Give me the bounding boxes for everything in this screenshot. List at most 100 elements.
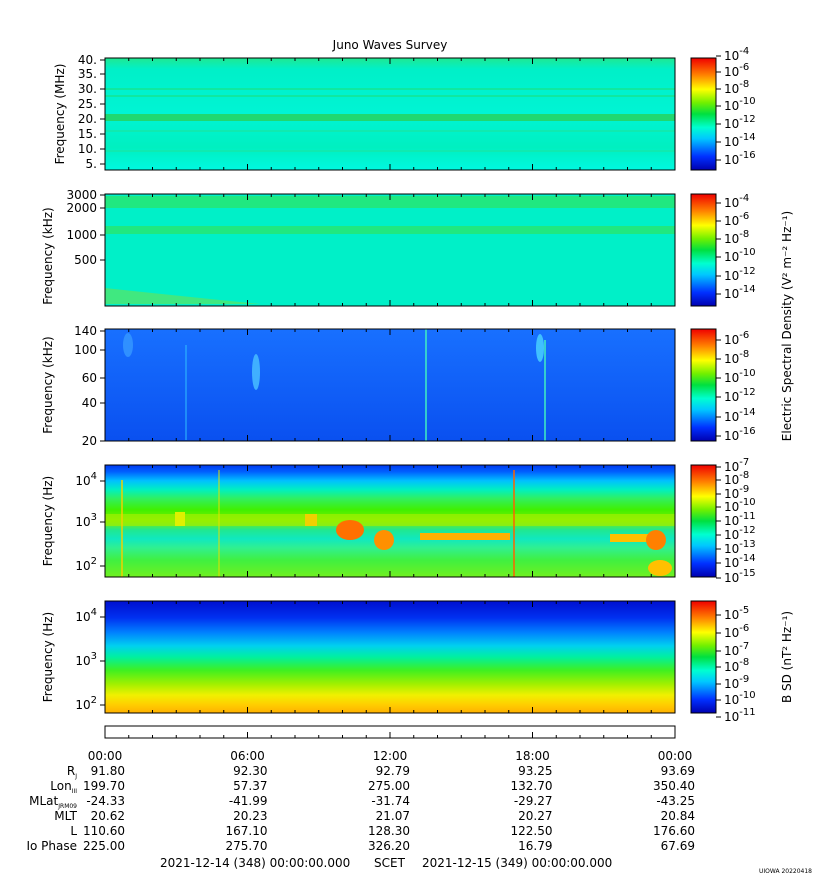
y-tick-label: 40 <box>82 396 97 410</box>
ephemeris-value: 20.84 <box>661 809 695 823</box>
ephemeris-label: Io Phase <box>26 839 77 853</box>
colorbar-4 <box>690 464 717 578</box>
footer-stamp: UIOWA 20220418 <box>759 868 812 875</box>
ephemeris-value: 20.62 <box>91 809 125 823</box>
y-tick-label: 104 <box>75 607 97 624</box>
y-tick-label: 102 <box>75 556 97 573</box>
ephemeris-label: MLatJRM09 <box>29 794 77 810</box>
footer-end: 2021-12-15 (349) 00:00:00.000 <box>422 856 612 870</box>
spectrogram-3 <box>105 329 675 441</box>
ephemeris-value: 92.30 <box>233 764 267 778</box>
ephemeris-value: 16.79 <box>518 839 552 853</box>
colorbar-tick-label: 10-8 <box>724 657 749 674</box>
colorbar-tick-label: 10-4 <box>724 193 749 210</box>
ephemeris-value: 21.07 <box>376 809 410 823</box>
ephemeris-value: 93.69 <box>661 764 695 778</box>
y-tick-label: 60 <box>82 371 97 385</box>
colorbar-tick-label: 10-8 <box>724 349 749 366</box>
colorbar-3 <box>690 328 717 442</box>
ephemeris-value: 167.10 <box>226 824 268 838</box>
colorbar-tick-label: 10-9 <box>724 674 749 691</box>
ephemeris-value: -31.74 <box>371 794 410 808</box>
colorbar-tick-label: 10-7 <box>724 641 749 658</box>
ephemeris-value: 122.50 <box>511 824 553 838</box>
ephemeris-value: 275.00 <box>368 779 410 793</box>
colorbar-tick-label: 10-6 <box>724 62 749 79</box>
y-axis-label: Frequency (kHz) <box>41 207 55 304</box>
ephemeris-table: RJ 91.80 92.30 92.79 93.25 93.69 LonIII 199.70 5… <box>26 764 695 853</box>
panel-1: 40.35.30.25.20.15.10.5. Frequency (MHz) <box>53 53 676 171</box>
y-tick-labels: 40.35.30.25.20.15.10.5. <box>78 53 105 171</box>
ephemeris-value: 92.79 <box>376 764 410 778</box>
colorbar-tick-label: 10-14 <box>724 132 756 149</box>
time-label: 00:00 <box>658 749 693 763</box>
colorbars: 10-410-610-810-1010-1210-1410-1610-410-6… <box>690 46 794 724</box>
ephemeris-label: LonIII <box>50 779 77 795</box>
colorbar-tick-label: 10-14 <box>724 407 756 424</box>
ephemeris-value: 225.00 <box>83 839 125 853</box>
y-tick-label: 102 <box>75 695 97 712</box>
ephemeris-label: MLT <box>54 809 77 823</box>
y-tick-label: 5. <box>86 157 97 171</box>
ephemeris-label: RJ <box>67 764 77 780</box>
y-tick-label: 100 <box>74 343 97 357</box>
ephemeris-value: 93.25 <box>518 764 552 778</box>
colorbar-tick-labels: 10-410-610-810-1010-1210-1410-1610-410-6… <box>716 46 756 724</box>
y-tick-label: 20 <box>82 434 97 448</box>
ephemeris-value: 57.37 <box>233 779 267 793</box>
time-ticks <box>104 58 676 738</box>
band-20mhz <box>105 114 675 121</box>
time-axis-labels: 00:00 06:00 12:00 18:00 00:00 <box>88 749 693 763</box>
colorbar-tick-label: 10-16 <box>724 150 756 167</box>
ephemeris-value: 110.60 <box>83 824 125 838</box>
y-tick-label: 140 <box>74 324 97 338</box>
y-tick-labels: 104 103 102 <box>75 607 105 712</box>
ephemeris-value: -43.25 <box>656 794 695 808</box>
colorbar-tick-label: 10-6 <box>724 211 749 228</box>
ephemeris-value: 199.70 <box>83 779 125 793</box>
colorbar-tick-label: 10-11 <box>724 707 756 724</box>
colorbar-tick-label: 10-10 <box>724 96 756 113</box>
y-tick-label: 15. <box>78 127 97 141</box>
ephemeris-label: L <box>70 824 77 838</box>
time-label: 12:00 <box>373 749 408 763</box>
y-tick-label: 30. <box>78 82 97 96</box>
colorbar-tick-label: 10-14 <box>724 284 756 301</box>
y-tick-label: 35. <box>78 67 97 81</box>
y-tick-label: 104 <box>75 471 97 488</box>
ephemeris-value: 275.70 <box>226 839 268 853</box>
panel-5: 104 103 102 Frequency (Hz) <box>41 600 676 714</box>
electric-colorbar-title: Electric Spectral Density (V² m⁻² Hz⁻¹) <box>780 211 794 441</box>
y-tick-label: 3000 <box>66 188 97 202</box>
colorbar-tick-label: 10-10 <box>724 247 756 264</box>
colorbar-tick-label: 10-12 <box>724 114 756 131</box>
time-label: 00:00 <box>88 749 123 763</box>
ephemeris-value: 67.69 <box>661 839 695 853</box>
spectrogram-5 <box>105 601 675 713</box>
y-axis-label: Frequency (Hz) <box>41 612 55 703</box>
ephemeris-value: 176.60 <box>653 824 695 838</box>
panel-3: 140 100 60 40 20 Frequency (kHz) <box>41 324 676 448</box>
colorbar-tick-label: 10-6 <box>724 623 749 640</box>
ephemeris-value: 20.23 <box>233 809 267 823</box>
y-tick-label: 10. <box>78 142 97 156</box>
y-tick-label: 2000 <box>66 201 97 215</box>
time-label: 06:00 <box>230 749 265 763</box>
ephemeris-value: -29.27 <box>514 794 553 808</box>
colorbar-tick-label: 10-8 <box>724 229 749 246</box>
colorbar-tick-label: 10-10 <box>724 368 756 385</box>
y-tick-label: 500 <box>74 253 97 267</box>
y-tick-labels: 140 100 60 40 20 <box>74 324 105 448</box>
y-tick-label: 103 <box>75 512 97 529</box>
ephemeris-value: 91.80 <box>91 764 125 778</box>
y-tick-label: 40. <box>78 53 97 67</box>
colorbar-tick-label: 10-12 <box>724 387 756 404</box>
y-tick-labels: 104 103 102 <box>75 471 105 573</box>
panel-4: 104 103 102 Frequency (Hz) <box>41 464 676 578</box>
y-tick-label: 25. <box>78 97 97 111</box>
ephemeris-value: -24.33 <box>86 794 125 808</box>
colorbar-tick-label: 10-10 <box>724 690 756 707</box>
